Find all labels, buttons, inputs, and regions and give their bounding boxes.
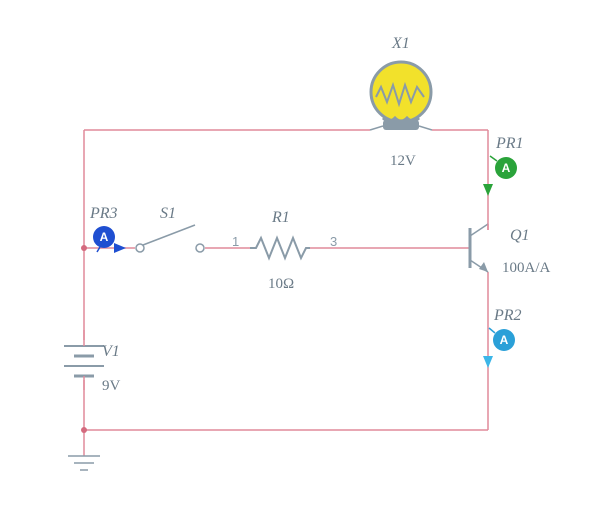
- terminal-r1-3: 3: [330, 234, 337, 249]
- svg-text:PR2: PR2: [493, 307, 522, 324]
- svg-text:A: A: [500, 333, 509, 347]
- svg-text:PR1: PR1: [495, 135, 524, 152]
- label-x1: X1: [391, 35, 410, 52]
- terminal-r1-1: 1: [232, 234, 239, 249]
- probe-pr1: PR1 A: [483, 135, 524, 196]
- switch-s1: [136, 225, 204, 252]
- value-r1: 10Ω: [268, 276, 294, 292]
- lamp-x1: [370, 62, 432, 130]
- label-s1: S1: [160, 205, 176, 222]
- svg-text:A: A: [100, 230, 109, 244]
- resistor-r1: [250, 238, 310, 258]
- node-dot: [81, 427, 87, 433]
- value-x1: 12V: [390, 153, 416, 169]
- transistor-q1: [470, 224, 488, 272]
- probe-pr2: PR2 A: [483, 307, 522, 368]
- node-dot: [81, 245, 87, 251]
- ground-symbol: [68, 456, 100, 470]
- label-v1: V1: [102, 343, 120, 360]
- value-v1: 9V: [102, 378, 121, 394]
- value-q1: 100A/A: [502, 260, 551, 276]
- label-r1: R1: [271, 209, 290, 226]
- svg-text:A: A: [502, 161, 511, 175]
- label-q1: Q1: [510, 227, 530, 244]
- svg-text:PR3: PR3: [89, 205, 118, 222]
- probe-pr3: PR3 A: [89, 205, 126, 253]
- circuit-schematic: V1 9V X1 12V S1 1 3 R1 10Ω: [0, 0, 598, 510]
- battery-v1: [64, 330, 104, 390]
